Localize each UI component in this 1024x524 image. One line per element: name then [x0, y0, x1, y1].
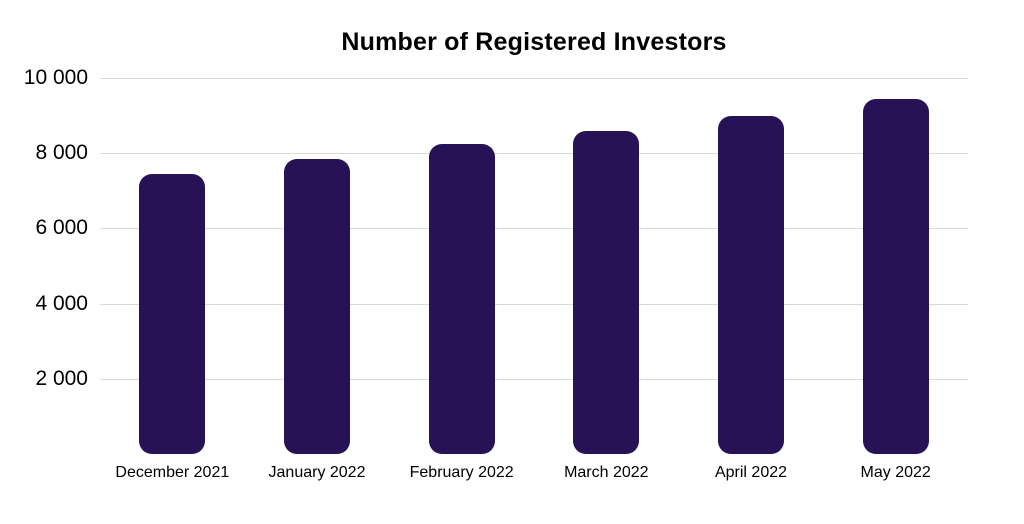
bar-february-2022 [428, 143, 495, 454]
gridline [100, 153, 968, 155]
x-axis-label: February 2022 [409, 464, 514, 481]
bar-may-2022 [862, 98, 929, 454]
gridline [100, 303, 968, 305]
bar-january-2022 [284, 158, 350, 454]
chart-title: Number of Registered Investors [341, 28, 727, 56]
bar-march-2022 [573, 130, 640, 454]
bar-december-2021 [139, 173, 206, 454]
x-axis-label: March 2022 [564, 464, 649, 481]
y-axis-tick-label: 10 000 [23, 66, 88, 89]
gridline [100, 78, 968, 79]
x-axis-label: April 2022 [714, 464, 788, 481]
y-axis-tick-label: 4 000 [35, 291, 88, 315]
y-axis-tick-label: 2 000 [35, 366, 88, 390]
gridline [100, 378, 968, 380]
x-axis-label: December 2021 [115, 464, 230, 481]
x-axis-label: May 2022 [860, 464, 931, 481]
x-axis-label: January 2022 [268, 464, 366, 481]
y-axis-tick-label: 8 000 [35, 141, 88, 165]
bar-april-2022 [718, 115, 784, 454]
y-axis-tick-label: 6 000 [35, 216, 88, 240]
gridline [100, 228, 968, 230]
